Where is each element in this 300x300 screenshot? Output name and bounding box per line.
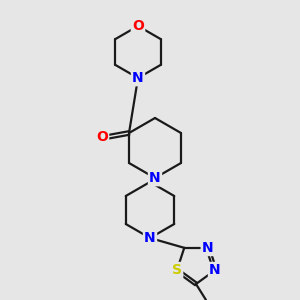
Text: N: N — [202, 241, 214, 255]
Text: O: O — [132, 19, 144, 33]
Text: N: N — [132, 71, 144, 85]
Text: O: O — [96, 130, 108, 144]
Text: N: N — [149, 171, 161, 185]
Text: N: N — [144, 231, 156, 245]
Text: S: S — [172, 263, 182, 277]
Text: N: N — [209, 263, 221, 277]
